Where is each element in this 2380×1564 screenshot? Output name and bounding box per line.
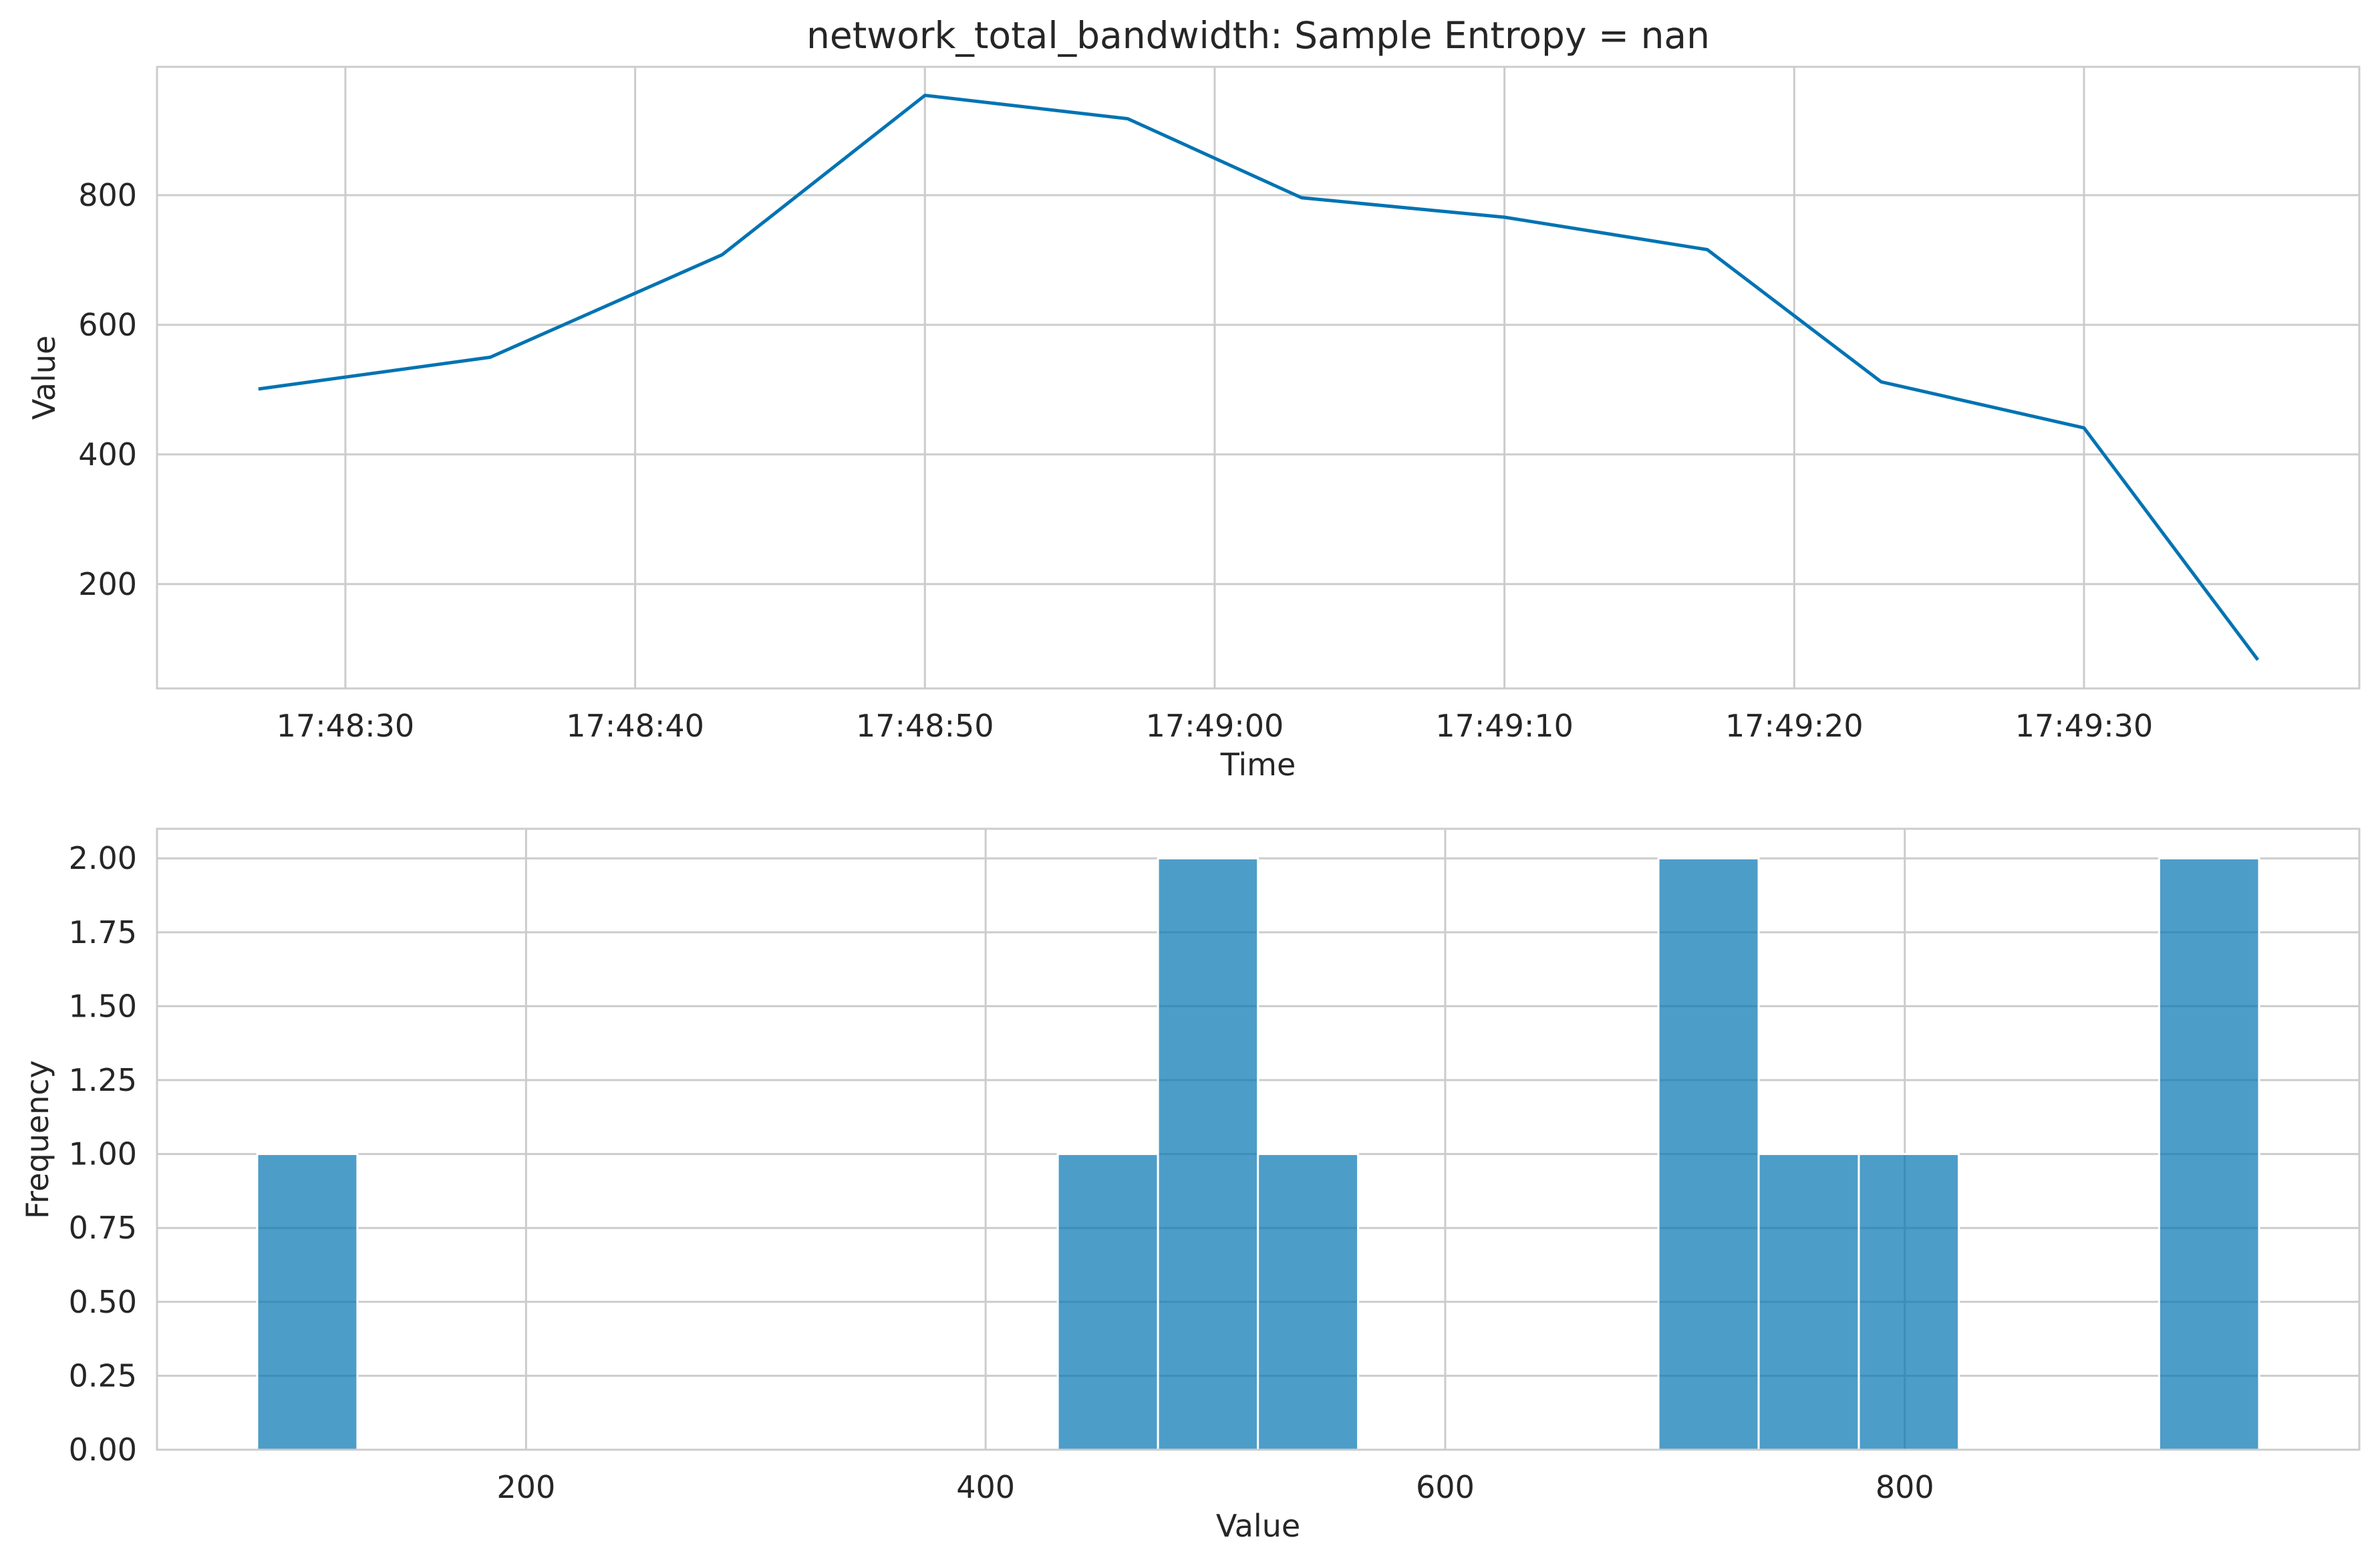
line-chart-y-axis-label: Value [26, 336, 62, 420]
line-chart-x-tick-label: 17:48:30 [277, 708, 415, 744]
histogram-bar [256, 1153, 359, 1451]
line-chart-y-ticks: 200 400 600 800 [78, 177, 137, 602]
histogram-frame [156, 827, 2361, 1451]
histogram-bar [1757, 1153, 1860, 1451]
line-chart-series [258, 94, 2260, 661]
histogram-y-tick-label: 0.75 [69, 1210, 137, 1246]
line-chart-gridlines [157, 67, 2359, 688]
line-chart-x-tick-label: 17:49:30 [2015, 708, 2153, 744]
line-chart-y-tick-label: 400 [78, 436, 137, 473]
histogram-x-ticks: 200 400 600 800 [496, 1469, 1934, 1505]
line-chart-y-tick-label: 600 [78, 307, 137, 343]
line-chart-x-tick-label: 17:49:10 [1435, 708, 1574, 744]
histogram-y-tick-label: 0.00 [69, 1432, 137, 1468]
histogram-y-tick-label: 2.00 [69, 840, 137, 876]
line-chart-x-ticks: 17:48:30 17:48:40 17:48:50 17:49:00 17:49:10… [277, 708, 2153, 744]
histogram-y-tick-label: 1.75 [69, 914, 137, 950]
histogram-x-axis-label: Value [1216, 1508, 1300, 1544]
histogram-bar [1857, 1153, 1960, 1451]
histogram-y-tick-label: 0.25 [69, 1357, 137, 1394]
histogram-bar [1257, 1153, 1360, 1451]
histogram-y-axis-label: Frequency [19, 1060, 55, 1219]
histogram-y-tick-label: 1.00 [69, 1136, 137, 1172]
line-chart-panel: network_total_bandwidth: Sample Entropy … [26, 14, 2361, 783]
line-chart-x-tick-label: 17:48:50 [856, 708, 994, 744]
chart-title: network_total_bandwidth: Sample Entropy … [806, 14, 1710, 57]
histogram-bars [256, 857, 2260, 1451]
histogram-y-tick-label: 1.25 [69, 1062, 137, 1098]
histogram-panel: 200 400 600 800 0.00 0.25 0.50 0.75 1.00 1.25 1.5… [19, 827, 2361, 1544]
line-chart-x-tick-label: 17:48:40 [566, 708, 704, 744]
line-chart-x-tick-label: 17:49:20 [1725, 708, 1864, 744]
line-chart-y-tick-label: 800 [78, 177, 137, 213]
line-chart-frame [156, 66, 2361, 690]
line-chart-y-tick-label: 200 [78, 566, 137, 602]
histogram-x-tick-label: 600 [1416, 1469, 1475, 1505]
histogram-bar [2158, 857, 2260, 1451]
histogram-y-tick-label: 0.50 [69, 1284, 137, 1320]
histogram-x-tick-label: 400 [956, 1469, 1015, 1505]
histogram-y-ticks: 0.00 0.25 0.50 0.75 1.00 1.25 1.50 1.75 2.00 [69, 840, 137, 1468]
histogram-bar [1056, 1153, 1159, 1451]
line-chart-x-axis-label: Time [1220, 747, 1296, 783]
histogram-bar [1657, 857, 1760, 1451]
line-chart-x-tick-label: 17:49:00 [1146, 708, 1284, 744]
histogram-x-tick-label: 200 [496, 1469, 555, 1505]
histogram-x-tick-label: 800 [1876, 1469, 1934, 1505]
histogram-y-tick-label: 1.50 [69, 988, 137, 1024]
histogram-bar [1157, 857, 1259, 1451]
